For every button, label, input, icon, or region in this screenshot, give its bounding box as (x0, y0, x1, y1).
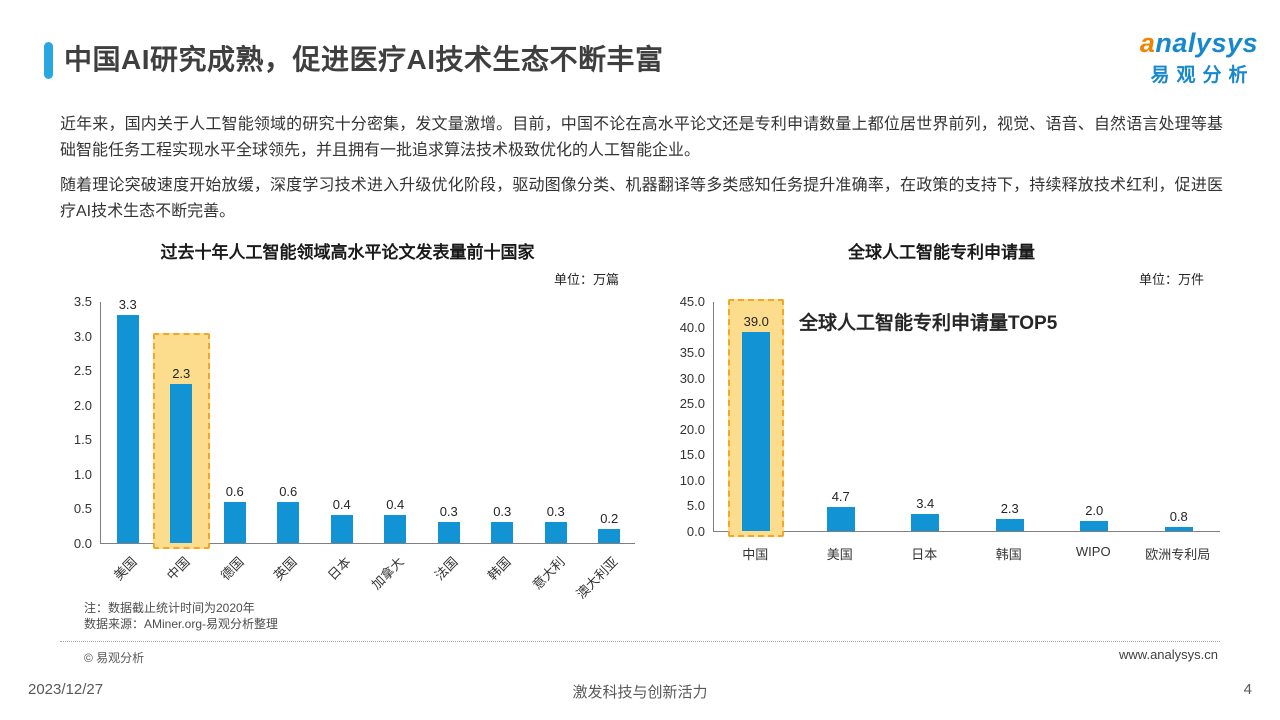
y-axis-tick-label: 20.0 (679, 421, 705, 437)
copyright-text: © 易观分析 (84, 651, 145, 665)
y-axis-tick-label: 1.5 (73, 432, 92, 448)
y-axis-tick-label: 5.0 (686, 498, 705, 514)
x-axis-label: 中国 (742, 547, 769, 562)
y-axis-tick-label: 40.0 (679, 319, 705, 335)
y-axis-tick-label: 2.5 (73, 363, 92, 379)
bar-value-label: 0.6 (279, 483, 298, 499)
intro-text: 近年来，国内关于人工智能领域的研究十分密集，发文量激增。目前，中国不论在高水平论… (60, 112, 1223, 234)
bar (1164, 526, 1193, 531)
bar (437, 522, 460, 543)
bar (116, 314, 139, 543)
note-source: 数据来源：AMiner.org-易观分析整理 (84, 617, 279, 631)
papers-chart: 过去十年人工智能领域高水平论文发表量前十国家 单位：万篇 3.5 3.0 2.5 2.… (60, 240, 635, 612)
y-axis-tick-label: 0.0 (686, 524, 705, 539)
bar (1080, 520, 1109, 531)
bar-value-label: 4.7 (831, 488, 850, 504)
bar-value-label: 2.0 (1085, 502, 1104, 518)
x-axis-label: 美国 (826, 547, 853, 562)
bar-value-label: 0.3 (546, 504, 565, 520)
papers-chart-title: 过去十年人工智能领域高水平论文发表量前十国家 (160, 243, 535, 262)
patents-chart-plot: 45.0 40.0 35.0 30.0 25.0 20.0 15.0 10.0 5.0 0.0 39… (663, 294, 1220, 577)
bar (598, 529, 621, 543)
bar (170, 383, 193, 543)
bar-value-label: 0.3 (493, 504, 512, 520)
y-axis-tick-label: 30.0 (679, 370, 705, 386)
footer-slogan: 激发科技与创新活力 (572, 684, 708, 701)
x-axis-label: 欧洲专利局 (1145, 547, 1211, 562)
plot-area: 3.3 2.3 0.6 0.6 0.4 0.4 0.3 0.3 0.3 0.2 (100, 297, 635, 549)
patents-chart: 全球人工智能专利申请量 单位：万件 45.0 40.0 35.0 30.0 25.0 20… (663, 240, 1220, 577)
bar (223, 501, 246, 543)
y-axis-tick-label: 2.0 (73, 397, 92, 413)
bar-value-label: 39.0 (743, 313, 769, 329)
bar-value-label: 0.8 (1169, 508, 1188, 524)
page-title: 中国AI研究成熟，促进医疗AI技术生态不断丰富 (64, 44, 664, 75)
bar-value-label: 2.3 (172, 365, 191, 381)
chart-notes: 注：数据截止统计时间为2020年 数据来源：AMiner.org-易观分析整理 (84, 600, 278, 632)
y-axis-tick-label: 15.0 (679, 447, 705, 463)
bar-value-label: 0.4 (386, 497, 405, 513)
website-text: www.analysys.cn (1119, 647, 1218, 662)
intro-paragraph-2: 随着理论突破速度开始放缓，深度学习技术进入升级优化阶段，驱动图像分类、机器翻译等… (60, 177, 1223, 220)
y-axis-tick-label: 1.0 (73, 466, 92, 482)
y-axis-tick-label: 10.0 (679, 472, 705, 488)
y-axis-tick-label: 25.0 (679, 396, 705, 412)
bar (277, 501, 300, 543)
analysys-logo-wordmark: analysys (1139, 28, 1258, 58)
x-axis-label: 日本 (911, 547, 938, 562)
analysys-logo-chinese: 易观分析 (1150, 65, 1255, 86)
bar (330, 515, 353, 543)
bar-value-label: 3.3 (118, 296, 137, 312)
note-cutoff: 注：数据截止统计时间为2020年 (84, 601, 255, 615)
bar-value-label: 0.6 (225, 483, 244, 499)
chart-annotation: 全球人工智能专利申请量TOP5 (799, 313, 1058, 334)
x-axis-label: 韩国 (995, 547, 1022, 562)
dotted-divider (60, 641, 1220, 642)
y-axis-tick-label: 45.0 (679, 294, 705, 309)
bar (742, 331, 771, 531)
patents-chart-unit: 单位：万件 (1138, 272, 1204, 287)
bar (911, 513, 940, 531)
footer-page-number: 4 (1243, 681, 1252, 698)
papers-chart-unit: 单位：万篇 (553, 272, 619, 287)
bar-value-label: 0.4 (332, 497, 351, 513)
bar (384, 515, 407, 543)
bar-value-label: 3.4 (916, 495, 935, 511)
y-axis-tick-label: 0.5 (73, 501, 92, 517)
papers-chart-plot: 3.5 3.0 2.5 2.0 1.5 1.0 0.5 0.0 3.3 2.3 0.6 0.6 0.4 0… (60, 294, 635, 612)
bar (995, 519, 1024, 531)
bar-value-label: 0.3 (439, 504, 458, 520)
title-accent-bar (44, 42, 53, 79)
bar (544, 522, 567, 543)
intro-paragraph-1: 近年来，国内关于人工智能领域的研究十分密集，发文量激增。目前，中国不论在高水平论… (60, 116, 1223, 159)
patents-chart-title: 全球人工智能专利申请量 (848, 243, 1035, 262)
analysys-logo: analysys 易观分析 (1140, 28, 1258, 87)
x-axis-label: WIPO (1075, 544, 1111, 559)
bar-value-label: 0.2 (600, 511, 619, 527)
plot-area: 39.0 4.7 3.4 2.3 2.0 0.8 (713, 299, 1220, 537)
y-axis-tick-label: 0.0 (73, 536, 92, 551)
y-axis-tick-label: 3.0 (73, 328, 92, 344)
bar-value-label: 2.3 (1000, 501, 1019, 517)
y-axis-tick-label: 35.0 (679, 345, 705, 361)
y-axis-tick-label: 3.5 (73, 294, 92, 309)
bar (491, 522, 514, 543)
bar (826, 506, 855, 531)
footer-date: 2023/12/27 (28, 681, 104, 698)
